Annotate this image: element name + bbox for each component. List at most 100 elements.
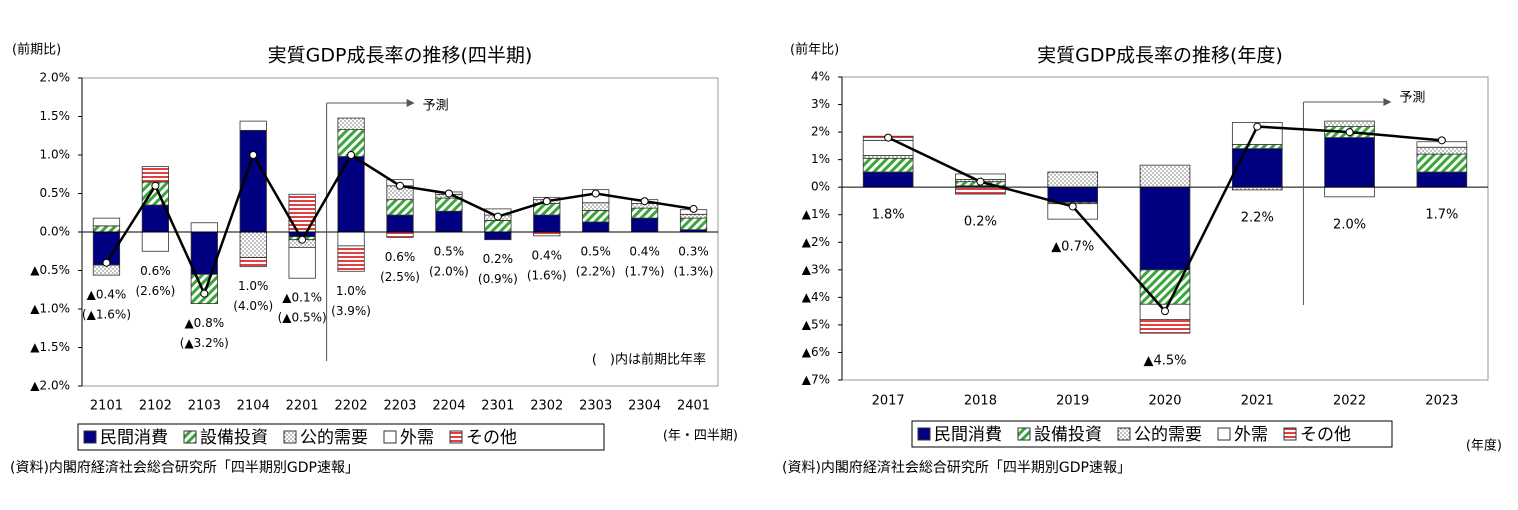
y-tick-label: ▲1.0% [30,302,70,316]
x-tick-label: 2204 [432,399,465,414]
bar-segment [239,231,267,258]
bar-segment [1231,148,1283,188]
bar-segment [1324,137,1375,188]
forecast-arrowhead [1383,98,1392,106]
legend-swatch [1283,427,1297,441]
gdp-point [444,189,453,198]
forecast-arrowhead [406,99,415,107]
gdp-point [1161,307,1169,316]
bar-segment [484,220,512,233]
gdp-label: 0.5% [580,245,611,259]
bar-segment [1416,153,1468,173]
yoy-label: (2.2%) [576,265,616,279]
y-tick-label: ▲2% [802,235,830,249]
bar-segment [1324,120,1375,127]
bar-segment [92,217,121,227]
bar-segment [533,231,561,237]
y-tick-label: ▲2.0% [30,379,70,393]
bar-segment [435,197,463,212]
bar-segment [190,273,218,305]
legend-label: 設備投資 [1034,425,1102,445]
gdp-label: 0.4% [629,245,660,259]
gdp-label: ▲0.8% [184,316,224,330]
bar-segment [386,199,414,216]
y-tick-label: ▲1.5% [30,340,70,354]
bar-segment [484,231,512,241]
x-tick-label: 2401 [677,399,710,414]
bar-segment [337,231,365,247]
x-tick-label: 2022 [1333,394,1366,409]
y-tick-label: ▲4% [802,290,830,304]
yoy-label: (1.6%) [527,268,567,282]
x-tick-label: 2304 [628,399,661,414]
y-unit: (前期比) [12,42,61,58]
legend-label: 外需 [400,428,434,448]
yoy-label: (3.9%) [331,304,371,318]
x-tick-label: 2301 [481,399,514,414]
legend-box [911,420,1393,448]
x-tick-label: 2018 [964,394,997,409]
x-unit: (年・四半期) [663,429,738,444]
bar-segment [955,186,1006,195]
y-tick-label: ▲0.5% [30,263,70,277]
yoy-label: (0.9%) [478,272,518,286]
y-tick-label: 1.5% [40,109,71,123]
legend-label: 設備投資 [200,428,268,448]
source: (資料)内閣府経済社会総合研究所「四半期別GDP速報」 [782,460,1131,476]
gdp-point [640,197,649,206]
bar-segment [631,207,659,219]
gdp-point [493,212,502,221]
gdp-point [1437,136,1446,145]
bar-segment [190,222,218,233]
bar-segment [1139,318,1191,334]
source: (資料)内閣府経済社会総合研究所「四半期別GDP速報」 [10,460,359,476]
forecast-label: 予測 [1399,91,1425,106]
legend-label: 民間消費 [934,425,1002,445]
gdp-label: 2.0% [1333,217,1366,232]
bar-segment [435,210,463,233]
gdp-label: 0.5% [434,245,465,259]
x-tick-label: 2102 [139,399,172,414]
legend-box [77,423,605,451]
bar-segment [1416,146,1468,155]
yoy-label: (1.7%) [625,265,665,279]
gdp-label: ▲0.7% [1051,240,1094,255]
bar-segment [337,245,365,272]
legend-swatch [449,430,463,444]
bar-segment [288,246,316,279]
bar-segment [92,225,121,233]
bar-segment [582,202,610,211]
gdp-point [976,177,985,186]
bar-segment [631,217,659,233]
gdp-point [689,204,698,213]
y-tick-label: 1% [811,152,830,166]
legend-swatch [383,430,397,444]
gdp-point [542,197,551,206]
y-tick-label: 1.0% [40,148,71,162]
bar-segment [239,257,267,268]
legend-label: 公的需要 [1134,425,1202,445]
gdp-label: 0.3% [678,245,709,259]
bar-segment [862,139,914,156]
x-tick-label: 2103 [188,399,221,414]
yoy-label: (1.3%) [674,265,714,279]
legend-swatch [83,430,97,444]
yoy-label: (▲0.5%) [278,311,327,325]
gdp-point [249,151,258,159]
x-tick-label: 2104 [237,399,270,414]
bar-segment [386,214,414,233]
legend-label: 公的需要 [300,428,368,448]
gdp-label: 0.4% [532,248,563,262]
gdp-point [102,258,111,267]
gdp-label: 1.0% [238,279,269,293]
bar-segment [337,117,365,130]
yoy-label: (2.6%) [135,284,175,298]
x-tick-label: 2201 [286,399,319,414]
yoy-label: (▲1.6%) [82,308,131,322]
gdp-point [298,235,307,244]
legend-swatch [183,430,197,444]
y-tick-label: 4% [811,70,830,84]
x-tick-label: 2203 [383,399,416,414]
gdp-point [884,133,893,142]
gdp-point [200,289,209,298]
